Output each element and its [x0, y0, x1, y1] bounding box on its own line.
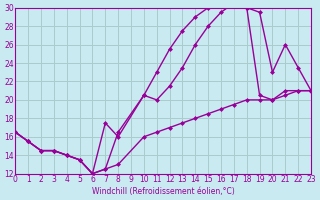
- X-axis label: Windchill (Refroidissement éolien,°C): Windchill (Refroidissement éolien,°C): [92, 187, 235, 196]
